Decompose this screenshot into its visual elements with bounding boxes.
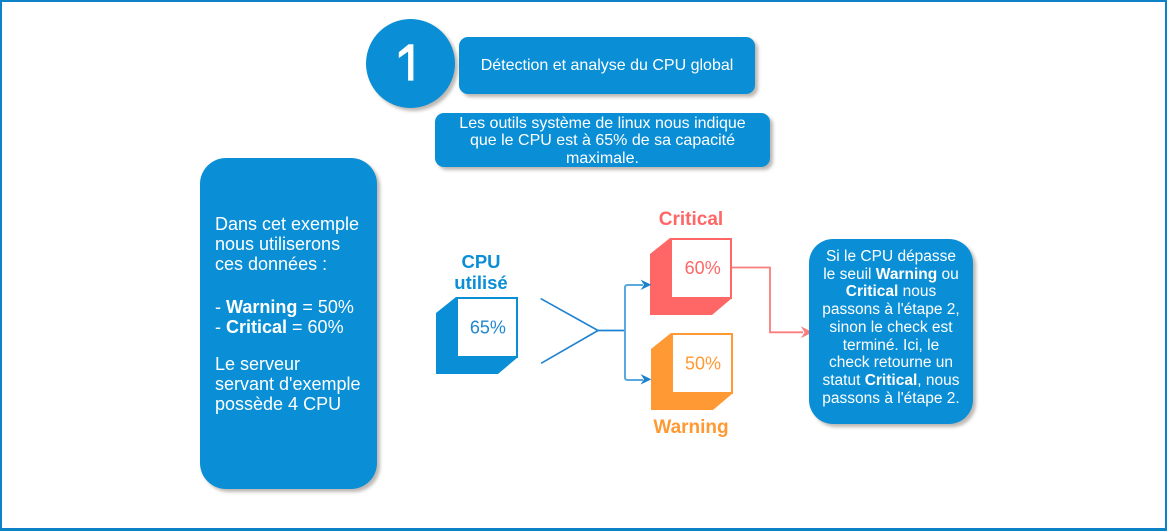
svg-text:60%: 60% — [685, 258, 721, 278]
svg-text:50%: 50% — [685, 354, 721, 374]
svg-text:65%: 65% — [470, 317, 506, 337]
